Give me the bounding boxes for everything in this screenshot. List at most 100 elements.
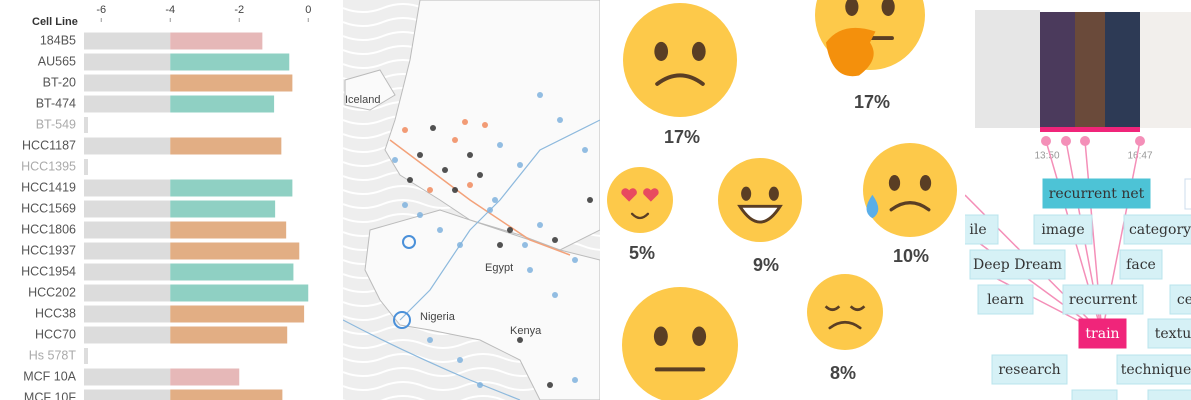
time: 13:50 <box>1034 151 1059 162</box>
dots <box>392 92 593 388</box>
tag-box[interactable] <box>1147 318 1191 349</box>
bar <box>170 242 300 260</box>
threshold-bar <box>84 263 171 281</box>
category-label: HCC1395 <box>21 159 76 173</box>
tag-label[interactable]: recurrent net <box>1049 186 1145 202</box>
emoji-percent: 8% <box>830 363 856 383</box>
category-label: HCC202 <box>28 285 76 299</box>
threshold-bar <box>84 53 171 71</box>
thumb <box>1140 12 1191 128</box>
emoji-mouth <box>889 201 931 212</box>
tag-box <box>1184 178 1191 210</box>
map-dot <box>517 337 523 343</box>
emoji-percent: 5% <box>629 243 655 263</box>
map-dot <box>402 127 408 133</box>
tag-box[interactable] <box>1033 214 1093 245</box>
tag-box[interactable] <box>1062 284 1144 315</box>
map-label: Egypt <box>485 262 513 274</box>
map-dot <box>552 237 558 243</box>
tag-label[interactable]: category <box>1129 222 1191 238</box>
map-dot <box>452 137 458 143</box>
bar <box>170 368 240 386</box>
tag-label[interactable]: ce <box>1177 292 1191 308</box>
category-label: BT-474 <box>36 96 76 110</box>
emoji-eye <box>653 326 668 347</box>
emoji-eye <box>919 175 932 191</box>
x-tick-label: -6 <box>96 4 106 16</box>
tag-box[interactable] <box>969 249 1066 280</box>
tag-box[interactable] <box>977 284 1034 315</box>
tag-box[interactable] <box>1078 318 1127 349</box>
emoji-eye <box>845 0 859 16</box>
tag-box[interactable] <box>991 354 1068 385</box>
tag-label[interactable]: train <box>1085 326 1119 342</box>
tag-box[interactable] <box>958 214 999 245</box>
tag-label[interactable]: ile <box>969 222 986 238</box>
map-dot <box>497 242 503 248</box>
category-label: HCC1569 <box>21 201 76 215</box>
time-dot <box>1061 136 1071 146</box>
bar <box>170 53 290 71</box>
time-dot <box>1135 136 1145 146</box>
category-label: MCF 10F <box>24 390 76 400</box>
tag-label[interactable]: research <box>998 362 1060 378</box>
x-tick-label: -4 <box>165 4 175 16</box>
emoji-percent: 17% <box>664 127 700 147</box>
tag-box[interactable] <box>1116 354 1191 385</box>
map-dot <box>572 257 578 263</box>
emoji-eye <box>824 305 841 312</box>
map-dot <box>427 337 433 343</box>
threshold-bar <box>84 179 171 197</box>
emoji-face <box>718 158 802 242</box>
threshold-bar <box>84 221 171 239</box>
marker <box>393 311 411 329</box>
tag-box[interactable] <box>1147 389 1191 400</box>
map-dot <box>452 187 458 193</box>
route <box>389 139 571 256</box>
threshold-bar <box>84 326 171 344</box>
bar <box>170 137 282 155</box>
category-label: BT-20 <box>43 75 76 89</box>
category-label: MCF 10A <box>23 369 76 383</box>
bar <box>170 284 309 302</box>
category-label: HCC1937 <box>21 243 76 257</box>
category-label: BT-549 <box>36 117 76 131</box>
tag-label[interactable]: recurrent <box>1069 292 1138 308</box>
tag-box[interactable] <box>1119 249 1163 280</box>
tag-box[interactable] <box>1071 389 1118 400</box>
x-tick-label: -2 <box>234 4 244 16</box>
tag-box[interactable] <box>1123 214 1191 245</box>
tag-box[interactable] <box>1169 284 1191 315</box>
tag-label[interactable]: learn <box>987 292 1024 308</box>
category-label: HCC38 <box>35 306 76 320</box>
map-dot <box>462 119 468 125</box>
emoji-face <box>607 167 673 233</box>
tag-box[interactable] <box>1042 178 1151 209</box>
map-dot <box>417 212 423 218</box>
map-dot <box>467 182 473 188</box>
threshold-bar <box>84 305 171 323</box>
map-dot <box>492 197 498 203</box>
category-label: HCC70 <box>35 327 76 341</box>
emoji-mouth <box>828 320 862 330</box>
time: 16:47 <box>1127 151 1152 162</box>
emoji-face <box>863 143 957 237</box>
missing-stub <box>84 117 88 133</box>
tag-label[interactable]: textu <box>1155 326 1191 342</box>
map-dot <box>557 117 563 123</box>
bar <box>170 389 283 400</box>
map-dot <box>572 377 578 383</box>
thumb <box>1105 12 1140 128</box>
map-dot <box>402 202 408 208</box>
category-label: HCC1954 <box>21 264 76 278</box>
tag-label[interactable]: face <box>1126 257 1156 273</box>
threshold-bar <box>84 95 171 113</box>
header: Cell Line <box>32 16 78 28</box>
emoji-eye <box>881 0 895 16</box>
tag-label[interactable]: image <box>1041 222 1084 238</box>
tag-label[interactable]: technique <box>1121 362 1191 378</box>
threshold-bar <box>84 242 171 260</box>
tag-label[interactable]: Deep Dream <box>973 257 1062 273</box>
